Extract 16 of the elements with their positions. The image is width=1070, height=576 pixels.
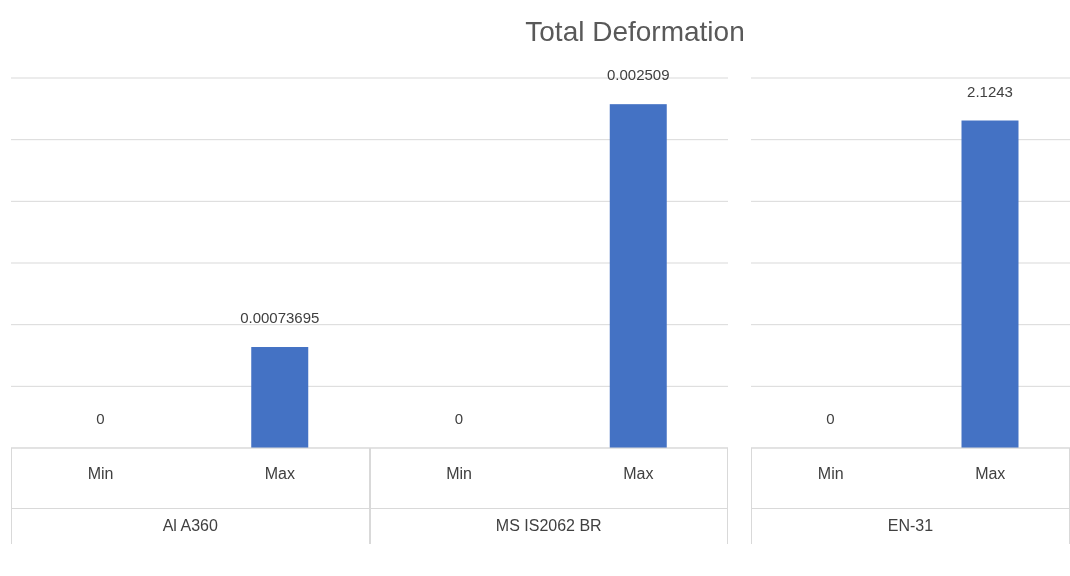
data-label: 0.00073695 xyxy=(240,309,320,327)
x-tick-label: Max xyxy=(623,465,654,483)
x-tick-label: Max xyxy=(264,465,295,483)
x-tick-label: Min xyxy=(446,465,473,483)
x-tick-label: Min xyxy=(817,465,844,483)
text: EN-31 xyxy=(752,508,1069,535)
chart-title: Total Deformation xyxy=(524,15,746,49)
data-label: 2.1243 xyxy=(967,82,1013,100)
x-tick-label: Max xyxy=(975,465,1006,483)
data-label: 0 xyxy=(454,410,464,427)
x-tick-label: Min xyxy=(87,465,114,483)
text: MS IS2062 BR xyxy=(370,508,727,535)
data-label: 0.002509 xyxy=(606,66,670,84)
text: Al A360 xyxy=(12,508,369,535)
data-label: 0 xyxy=(96,410,105,427)
data-label: 0 xyxy=(826,410,835,427)
